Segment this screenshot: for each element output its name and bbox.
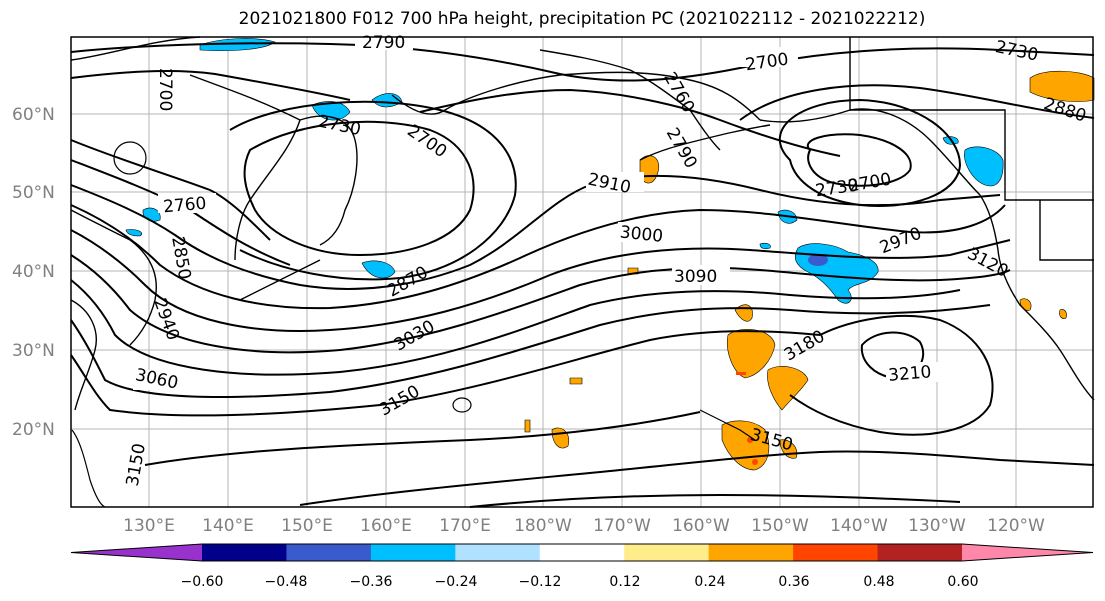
- contour-label: 3090: [674, 267, 717, 287]
- colorbar-tick-label: 0.60: [947, 574, 978, 590]
- colorbar-tick-label: −0.60: [181, 574, 224, 590]
- islands: [71, 141, 756, 508]
- lon-label: 130°W: [908, 516, 966, 536]
- contour-label: 3000: [619, 222, 664, 246]
- contour-label: 2790: [362, 33, 405, 53]
- lat-label: 30°N: [12, 341, 55, 361]
- colorbar-segment: [793, 544, 879, 561]
- colorbar-tick-label: 0.36: [778, 574, 809, 590]
- lon-label: 140°W: [830, 516, 888, 536]
- lat-label: 60°N: [12, 105, 55, 125]
- longitude-labels: 130°E 140°E 150°E 160°E 170°E 180°W 170°…: [123, 516, 1045, 536]
- colorbar-segment: [455, 544, 541, 561]
- lat-label: 50°N: [12, 183, 55, 203]
- colorbar-tick-label: 0.24: [694, 574, 725, 590]
- colorbar-segment: [962, 544, 1093, 561]
- precip-negative-strong: [808, 254, 828, 266]
- map-title: 2021021800 F012 700 hPa height, precipit…: [238, 9, 926, 29]
- contour-label: 2730: [316, 112, 362, 141]
- lon-label: 160°E: [360, 516, 412, 536]
- lon-label: 120°W: [987, 516, 1045, 536]
- colorbar-tick-label: 0.48: [863, 574, 894, 590]
- height-contours: [70, 42, 1095, 508]
- contour-label: 3150: [376, 382, 423, 421]
- contour-label: 3150: [123, 442, 150, 488]
- lon-label: 170°W: [593, 516, 651, 536]
- graticule: [71, 37, 1093, 507]
- contour-label: 2730: [993, 37, 1039, 66]
- coastlines: [70, 36, 1095, 411]
- colorbar-tick-label: −0.24: [435, 574, 478, 590]
- colorbar-segment: [539, 544, 625, 561]
- colorbar-outline: [70, 543, 1094, 562]
- precip-positive-strong: [736, 372, 758, 465]
- precip-negative-areas: [125, 38, 1004, 304]
- colorbar-tick-label: −0.36: [350, 574, 393, 590]
- lon-label: 150°W: [751, 516, 809, 536]
- colorbar-segment: [71, 544, 202, 561]
- lon-label: 170°E: [439, 516, 491, 536]
- colorbar-segment: [202, 544, 287, 561]
- colorbar: [70, 543, 1094, 562]
- contour-label: 2700: [155, 68, 175, 111]
- colorbar-segment: [708, 544, 794, 561]
- colorbar-segment: [624, 544, 710, 561]
- latitude-labels: 60°N 50°N 40°N 30°N 20°N: [12, 105, 55, 440]
- map-frame: [70, 36, 1094, 508]
- colorbar-tick-label: −0.48: [265, 574, 308, 590]
- contour-label: 2850: [167, 235, 194, 281]
- colorbar-tick-label: −0.12: [519, 574, 562, 590]
- contour-label: 2700: [847, 169, 893, 196]
- colorbar-segment: [286, 544, 372, 561]
- contour-label: 2760: [162, 194, 207, 218]
- colorbar-tick-label: 0.12: [609, 574, 640, 590]
- contour-label: 2940: [149, 296, 183, 343]
- contour-label: 2700: [403, 121, 450, 162]
- lon-label: 130°E: [123, 516, 175, 536]
- lon-label: 140°E: [202, 516, 254, 536]
- lon-label: 150°E: [281, 516, 333, 536]
- colorbar-segment: [370, 544, 456, 561]
- lon-label: 180°W: [514, 516, 572, 536]
- lon-label: 160°W: [672, 516, 730, 536]
- colorbar-tick-labels: −0.60 −0.48 −0.36 −0.24 −0.12 0.12 0.24 …: [181, 574, 979, 590]
- lat-label: 20°N: [12, 420, 55, 440]
- contour-label: 3210: [887, 362, 932, 386]
- lat-label: 40°N: [12, 262, 55, 282]
- colorbar-segment: [877, 544, 963, 561]
